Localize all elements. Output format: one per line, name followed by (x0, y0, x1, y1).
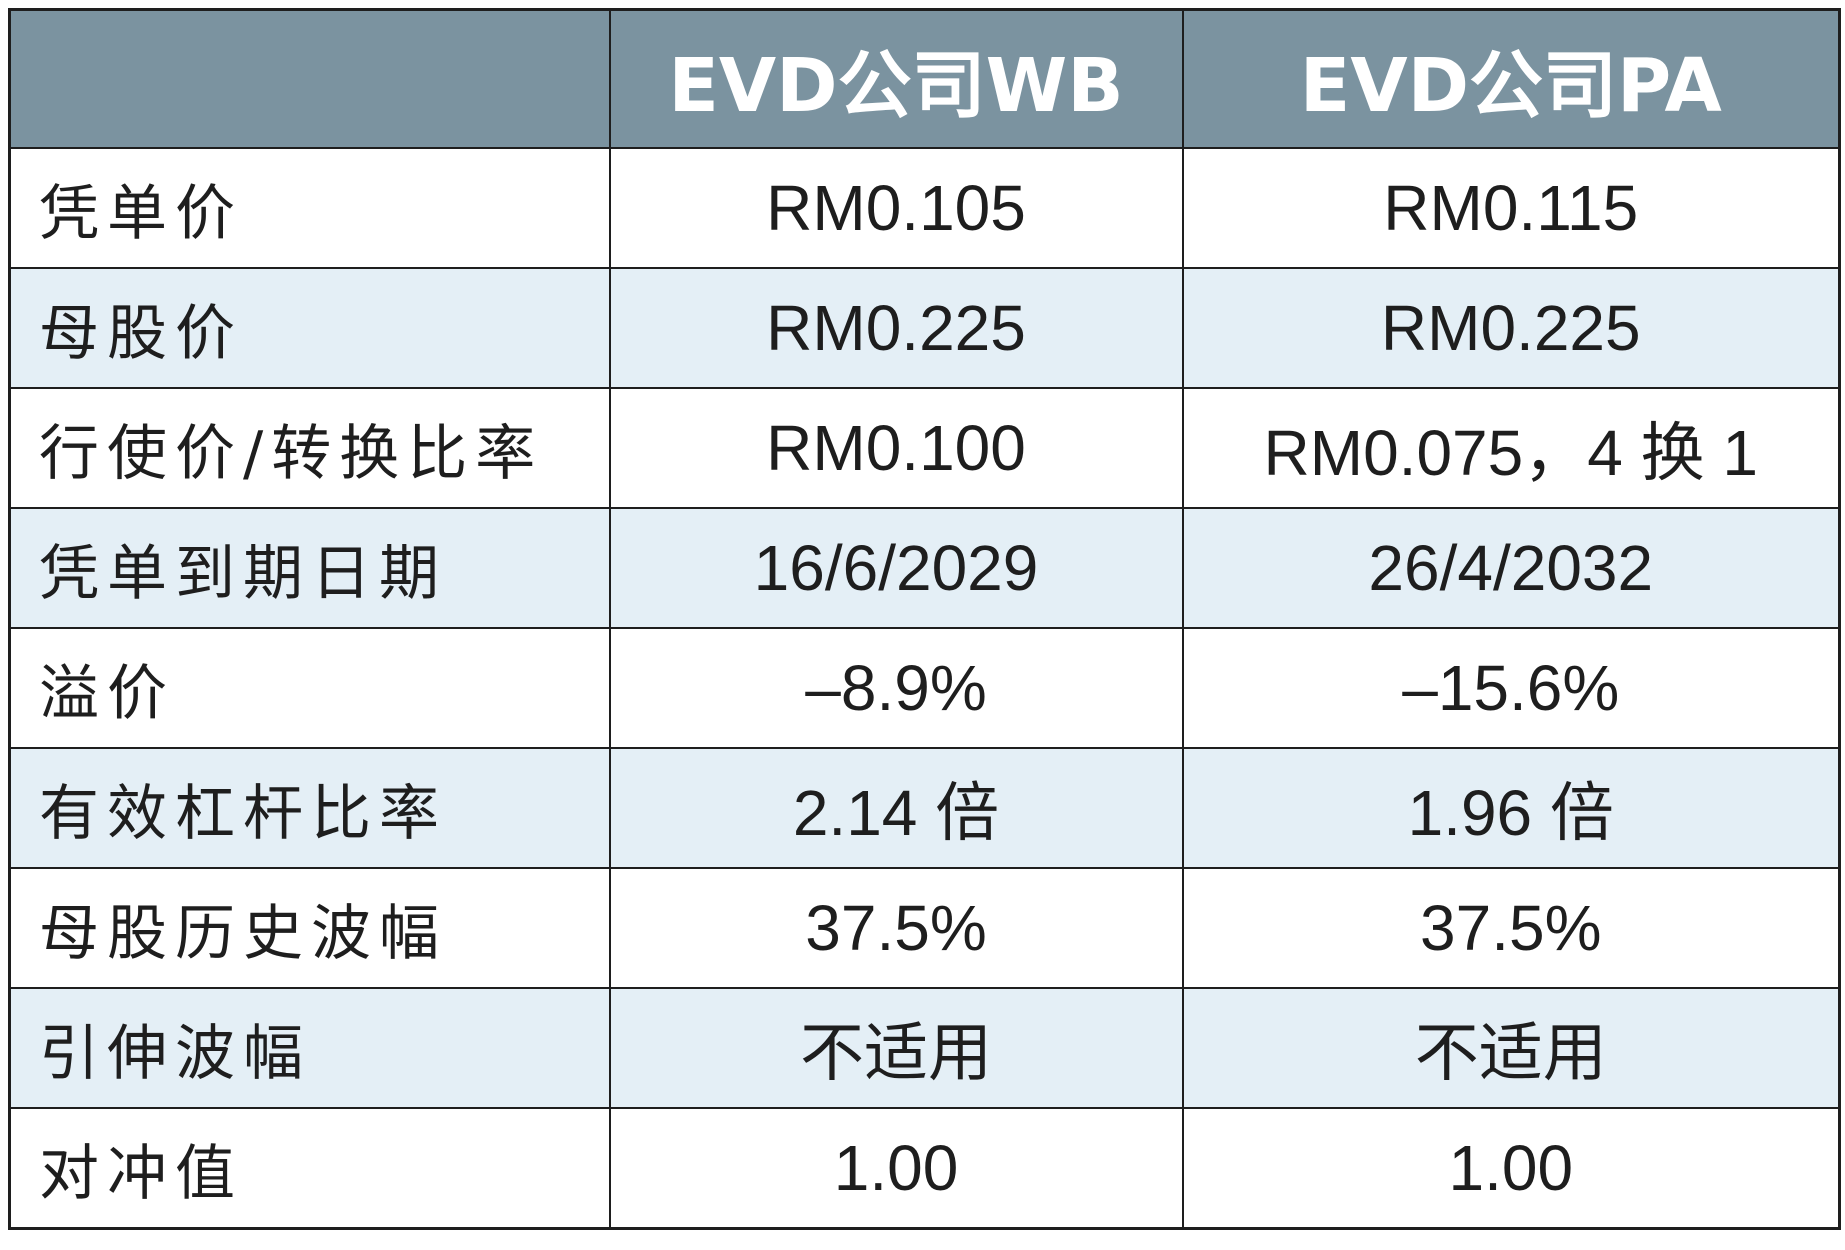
header-row: EVD公司WB EVD公司PA (8, 8, 1841, 149)
row-label: 行使价/转换比率 (8, 387, 611, 509)
row-label: 凭单到期日期 (8, 507, 611, 629)
wb-value: RM0.100 (608, 387, 1184, 509)
header-evd-wb: EVD公司WB (608, 8, 1184, 149)
header-evd-pa: EVD公司PA (1181, 8, 1841, 149)
pa-value: 26/4/2032 (1181, 507, 1841, 629)
table-row: 行使价/转换比率 RM0.100 RM0.075，4 换 1 (8, 387, 1841, 509)
pa-value: 不适用 (1181, 987, 1841, 1109)
table-row: 对冲值 1.00 1.00 (8, 1107, 1841, 1230)
table-row: 引伸波幅 不适用 不适用 (8, 987, 1841, 1109)
table-header: EVD公司WB EVD公司PA (8, 8, 1841, 149)
table-row: 凭单到期日期 16/6/2029 26/4/2032 (8, 507, 1841, 629)
row-label: 引伸波幅 (8, 987, 611, 1109)
table-row: 母股价 RM0.225 RM0.225 (8, 267, 1841, 389)
table-row: 有效杠杆比率 2.14 倍 1.96 倍 (8, 747, 1841, 869)
row-label: 对冲值 (8, 1107, 611, 1230)
wb-value: 2.14 倍 (608, 747, 1184, 869)
header-corner-cell (8, 8, 611, 149)
pa-value: RM0.115 (1181, 147, 1841, 269)
wb-value: RM0.105 (608, 147, 1184, 269)
pa-value: RM0.225 (1181, 267, 1841, 389)
pa-value: 1.00 (1181, 1107, 1841, 1230)
row-label: 母股历史波幅 (8, 867, 611, 989)
comparison-table: EVD公司WB EVD公司PA 凭单价 RM0.105 RM0.115 母股价 … (8, 8, 1841, 1230)
wb-value: 不适用 (608, 987, 1184, 1109)
wb-value: –8.9% (608, 627, 1184, 749)
table-row: 凭单价 RM0.105 RM0.115 (8, 147, 1841, 269)
table-row: 母股历史波幅 37.5% 37.5% (8, 867, 1841, 989)
wb-value: 16/6/2029 (608, 507, 1184, 629)
pa-value: RM0.075，4 换 1 (1181, 387, 1841, 509)
row-label: 溢价 (8, 627, 611, 749)
wb-value: RM0.225 (608, 267, 1184, 389)
wb-value: 37.5% (608, 867, 1184, 989)
table-row: 溢价 –8.9% –15.6% (8, 627, 1841, 749)
table-body: 凭单价 RM0.105 RM0.115 母股价 RM0.225 RM0.225 … (8, 147, 1841, 1230)
pa-value: 1.96 倍 (1181, 747, 1841, 869)
row-label: 有效杠杆比率 (8, 747, 611, 869)
row-label: 母股价 (8, 267, 611, 389)
row-label: 凭单价 (8, 147, 611, 269)
pa-value: –15.6% (1181, 627, 1841, 749)
pa-value: 37.5% (1181, 867, 1841, 989)
wb-value: 1.00 (608, 1107, 1184, 1230)
